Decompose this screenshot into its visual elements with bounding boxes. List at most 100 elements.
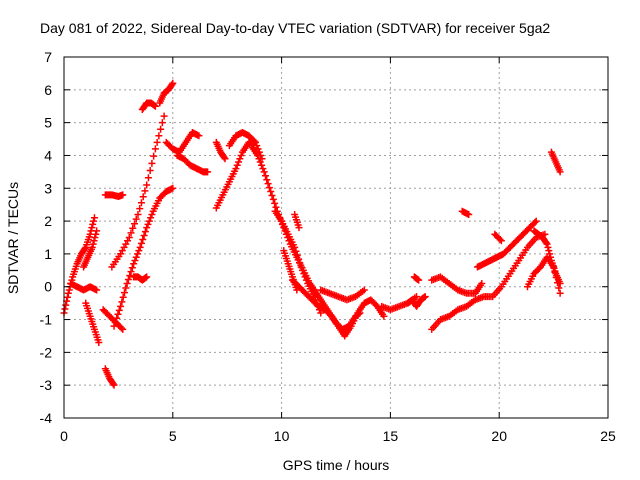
data-point (147, 214, 155, 222)
x-tick-label: 20 (491, 428, 507, 444)
data-point (64, 289, 72, 297)
data-point (148, 159, 156, 167)
data-point (204, 168, 212, 176)
data-point (144, 220, 152, 228)
data-point (259, 165, 267, 173)
series-track-23 (317, 286, 368, 304)
data-points (60, 79, 564, 389)
data-point (263, 176, 271, 184)
data-point (122, 284, 130, 292)
data-point (554, 279, 562, 287)
series-track-27 (428, 230, 549, 333)
data-point (233, 161, 241, 169)
data-point (132, 215, 140, 223)
series-track-2 (67, 279, 101, 294)
y-tick-label: -1 (40, 312, 53, 328)
data-point (119, 325, 127, 333)
data-point (265, 184, 273, 192)
data-point (195, 132, 203, 140)
data-point (415, 276, 423, 284)
data-point (297, 263, 305, 271)
series-track-31 (491, 230, 505, 245)
data-point (220, 153, 228, 161)
data-point (151, 145, 159, 153)
data-point (131, 220, 139, 228)
data-point (127, 229, 135, 237)
series-track-11 (110, 184, 177, 330)
data-point (137, 199, 145, 207)
series-track-21 (291, 211, 303, 232)
series-track-10 (156, 79, 177, 107)
data-point (237, 151, 245, 159)
data-point (134, 211, 142, 219)
data-point (221, 155, 229, 163)
data-point (157, 125, 165, 133)
x-tick-label: 25 (600, 428, 616, 444)
grid-lines (64, 57, 608, 418)
data-point (88, 224, 96, 232)
data-point (117, 302, 125, 310)
data-point (127, 268, 135, 276)
axis-ticks (63, 56, 609, 419)
series-track-8 (108, 112, 168, 271)
data-point (135, 247, 143, 255)
data-point (91, 234, 99, 241)
data-point (153, 138, 161, 146)
x-tick-label: 10 (274, 428, 290, 444)
data-point (292, 247, 300, 255)
series-track-28 (428, 273, 486, 297)
data-point (132, 253, 140, 261)
data-point (144, 174, 152, 182)
data-point (268, 191, 276, 199)
data-point (301, 273, 309, 281)
data-point (497, 237, 505, 245)
data-point (295, 224, 303, 232)
data-point (123, 279, 131, 287)
data-point (139, 193, 147, 201)
series-track-18 (247, 142, 364, 333)
y-tick-label: 1 (44, 246, 52, 262)
data-point (555, 284, 563, 292)
data-point (258, 161, 266, 169)
data-point (465, 211, 473, 219)
series-track-29 (458, 207, 473, 219)
data-point (478, 279, 486, 287)
y-tick-label: 0 (44, 279, 52, 295)
x-axis-label: GPS time / hours (283, 457, 390, 473)
data-point (291, 243, 299, 251)
data-point (421, 293, 429, 301)
data-point (129, 224, 137, 232)
data-point (552, 274, 560, 282)
data-point (544, 243, 552, 251)
series-track-25 (404, 293, 429, 310)
series-track-1 (60, 214, 98, 317)
y-tick-label: -4 (40, 410, 53, 426)
data-point (296, 259, 304, 267)
data-point (117, 324, 125, 332)
series-track-34 (547, 148, 564, 176)
data-point (143, 181, 151, 189)
data-point (141, 228, 149, 236)
data-point (90, 217, 98, 225)
data-point (88, 243, 96, 251)
data-point (295, 255, 303, 263)
series-track-13 (162, 128, 203, 156)
data-point (61, 305, 69, 313)
data-point (232, 165, 240, 173)
series-track-22 (288, 276, 388, 340)
data-point (267, 188, 275, 196)
data-point (269, 195, 277, 203)
data-point (235, 158, 243, 166)
data-point (146, 167, 154, 175)
data-point (139, 235, 147, 243)
plot-frame (63, 56, 609, 419)
data-point (556, 289, 564, 297)
data-point (380, 312, 388, 320)
y-axis-label: SDTVAR / TECUs (5, 182, 21, 294)
series-track-9 (138, 99, 159, 114)
data-point (143, 273, 151, 281)
series-track-17 (225, 128, 259, 150)
data-point (110, 322, 118, 330)
data-point (293, 251, 301, 259)
data-point (136, 243, 144, 251)
